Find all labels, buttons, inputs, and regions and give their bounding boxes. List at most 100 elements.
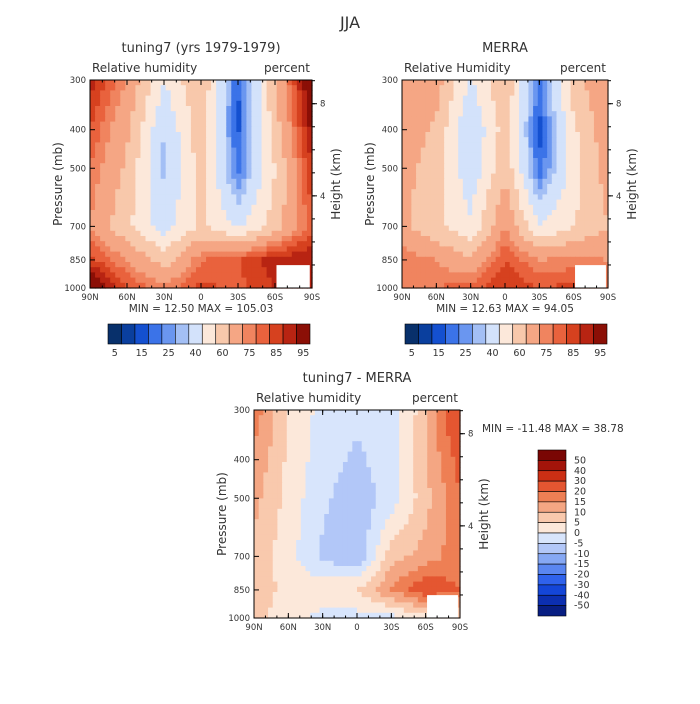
contour-cell: [191, 278, 197, 284]
contour-cell: [411, 168, 416, 174]
contour-cell: [100, 236, 106, 242]
contour-cell: [95, 174, 101, 180]
contour-cell: [267, 101, 273, 107]
contour-cell: [454, 132, 459, 138]
contour-cell: [514, 257, 519, 263]
contour-cell: [482, 142, 487, 148]
contour-cell: [524, 200, 529, 206]
contour-cell: [302, 116, 308, 122]
contour-cell: [348, 420, 353, 426]
contour-cell: [451, 452, 456, 458]
contour-cell: [505, 132, 510, 138]
contour-cell: [468, 252, 473, 258]
contour-cell: [491, 148, 496, 154]
contour-cell: [135, 278, 141, 284]
contour-cell: [161, 85, 167, 91]
contour-cell: [446, 498, 451, 504]
x-tick-label: 30N: [155, 293, 172, 303]
contour-cell: [259, 446, 264, 452]
contour-cell: [449, 267, 454, 273]
contour-cell: [301, 493, 306, 499]
contour-cell: [263, 472, 268, 478]
contour-cell: [404, 452, 409, 458]
contour-cell: [166, 236, 172, 242]
contour-cell: [100, 220, 106, 226]
contour-cell: [306, 535, 311, 541]
contour-cell: [468, 148, 473, 154]
contour-cell: [402, 220, 407, 226]
contour-cell: [561, 96, 566, 102]
contour-cell: [110, 226, 116, 232]
contour-cell: [366, 514, 371, 520]
contour-cell: [413, 530, 418, 536]
contour-cell: [251, 101, 257, 107]
contour-cell: [580, 122, 585, 128]
contour-cell: [482, 272, 487, 278]
contour-cell: [439, 116, 444, 122]
contour-cell: [257, 179, 263, 185]
contour-cell: [120, 153, 126, 159]
contour-cell: [324, 446, 329, 452]
contour-cell: [407, 200, 412, 206]
contour-cell: [105, 278, 111, 284]
contour-cell: [599, 252, 604, 258]
contour-cell: [310, 524, 315, 530]
contour-cell: [105, 168, 111, 174]
contour-cell: [206, 236, 212, 242]
contour-cell: [371, 441, 376, 447]
contour-cell: [477, 278, 482, 284]
contour-cell: [444, 246, 449, 252]
contour-cell: [171, 96, 177, 102]
contour-cell: [444, 153, 449, 159]
contour-cell: [282, 457, 287, 463]
contour-cell: [277, 535, 282, 541]
contour-cell: [135, 127, 141, 133]
contour-cell: [186, 252, 192, 258]
contour-cell: [166, 142, 172, 148]
contour-cell: [416, 179, 421, 185]
contour-cell: [421, 231, 426, 237]
contour-cell: [95, 220, 101, 226]
contour-cell: [216, 236, 222, 242]
contour-cell: [306, 426, 311, 432]
contour-cell: [432, 524, 437, 530]
contour-cell: [206, 101, 212, 107]
contour-cell: [458, 252, 463, 258]
contour-cell: [95, 267, 101, 273]
contour-cell: [524, 231, 529, 237]
contour-cell: [505, 194, 510, 200]
contour-cell: [482, 163, 487, 169]
contour-cell: [146, 153, 152, 159]
contour-cell: [380, 550, 385, 556]
contour-cell: [186, 90, 192, 96]
contour-cell: [296, 478, 301, 484]
contour-cell: [589, 194, 594, 200]
contour-cell: [146, 132, 152, 138]
contour-cell: [262, 236, 268, 242]
contour-cell: [277, 179, 283, 185]
contour-cell: [287, 205, 293, 211]
contour-cell: [427, 426, 432, 432]
contour-cell: [528, 111, 533, 117]
contour-cell: [343, 483, 348, 489]
contour-cell: [585, 210, 590, 216]
contour-cell: [125, 127, 131, 133]
contour-cell: [454, 210, 459, 216]
contour-cell: [310, 483, 315, 489]
contour-cell: [533, 80, 538, 86]
contour-cell: [510, 101, 515, 107]
contour-cell: [437, 514, 442, 520]
contour-cell: [505, 137, 510, 143]
colorbar-swatch: [526, 324, 539, 344]
contour-cell: [95, 200, 101, 206]
contour-cell: [477, 137, 482, 143]
contour-cell: [376, 535, 381, 541]
contour-cell: [402, 132, 407, 138]
contour-cell: [472, 179, 477, 185]
contour-cell: [486, 96, 491, 102]
contour-cell: [186, 184, 192, 190]
contour-cell: [171, 116, 177, 122]
contour-cell: [491, 194, 496, 200]
contour-cell: [272, 168, 278, 174]
contour-cell: [176, 85, 182, 91]
